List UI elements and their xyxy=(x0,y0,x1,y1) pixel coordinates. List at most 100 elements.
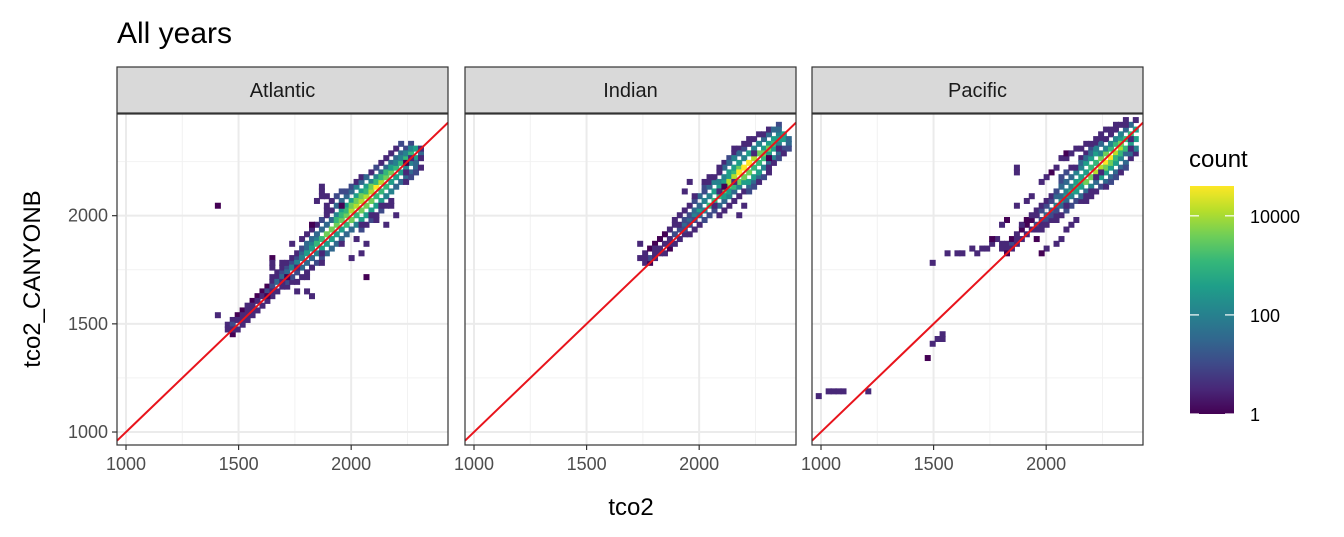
y-tick-label: 1000 xyxy=(68,422,108,442)
heatmap-bin xyxy=(1088,164,1095,171)
heatmap-bin xyxy=(1127,121,1134,128)
heatmap-bin xyxy=(333,193,340,200)
heatmap-bin xyxy=(775,155,782,162)
heatmap-bin xyxy=(338,202,345,209)
heatmap-bin xyxy=(756,178,763,185)
heatmap-bin xyxy=(348,188,355,195)
heatmap-bin xyxy=(1043,221,1050,228)
heatmap-bin xyxy=(348,255,355,262)
heatmap-bin xyxy=(785,136,792,143)
heatmap-bin xyxy=(403,169,410,176)
heatmap-bin xyxy=(756,150,763,157)
heatmap-bin xyxy=(1088,145,1095,152)
heatmap-bin xyxy=(770,155,777,162)
heatmap-bin xyxy=(756,131,763,138)
heatmap-bin xyxy=(1098,131,1105,138)
heatmap-bin xyxy=(1122,150,1129,157)
heatmap-bin xyxy=(751,174,758,181)
heatmap-bin xyxy=(388,150,395,157)
heatmap-bin xyxy=(214,202,221,209)
heatmap-bin xyxy=(229,316,236,323)
heatmap-bin xyxy=(378,207,385,214)
heatmap-bin xyxy=(731,169,738,176)
legend-title: count xyxy=(1189,146,1248,173)
heatmap-bin xyxy=(761,155,768,162)
heatmap-bin xyxy=(746,169,753,176)
heatmap-bin xyxy=(388,178,395,185)
heatmap-bin xyxy=(403,150,410,157)
heatmap-bin xyxy=(264,283,271,290)
heatmap-bin xyxy=(1078,145,1085,152)
chart-title: All years xyxy=(117,17,232,50)
heatmap-bin xyxy=(676,212,683,219)
heatmap-bin xyxy=(279,269,286,276)
heatmap-bin xyxy=(765,126,772,133)
heatmap-bin xyxy=(756,159,763,166)
heatmap-bin xyxy=(308,236,315,243)
heatmap-bin xyxy=(259,288,266,295)
x-tick-label: 1000 xyxy=(106,454,146,474)
heatmap-bin xyxy=(751,164,758,171)
heatmap-bin xyxy=(269,278,276,285)
heatmap-bin xyxy=(1098,164,1105,171)
heatmap-bin xyxy=(279,283,286,290)
heatmap-bin xyxy=(269,264,276,271)
heatmap-bin xyxy=(691,193,698,200)
heatmap-bin xyxy=(1108,178,1115,185)
heatmap-bin xyxy=(741,155,748,162)
heatmap-bin xyxy=(1028,193,1035,200)
heatmap-bin xyxy=(343,193,350,200)
heatmap-bin xyxy=(383,183,390,190)
heatmap-bin xyxy=(214,312,221,319)
heatmap-bin xyxy=(398,155,405,162)
heatmap-bin xyxy=(1078,159,1085,166)
heatmap-bin xyxy=(681,207,688,214)
heatmap-bin xyxy=(413,169,420,176)
heatmap-bin xyxy=(318,250,325,257)
heatmap-bin xyxy=(249,302,256,309)
heatmap-bin xyxy=(939,335,946,342)
heatmap-bin xyxy=(701,178,708,185)
heatmap-bin xyxy=(666,245,673,252)
heatmap-bin xyxy=(1003,240,1010,247)
heatmap-bin xyxy=(746,136,753,143)
heatmap-bin xyxy=(770,126,777,133)
heatmap-bin xyxy=(1117,136,1124,143)
heatmap-bin xyxy=(234,316,241,323)
heatmap-bin xyxy=(343,188,350,195)
heatmap-bin xyxy=(736,183,743,190)
heatmap-bin xyxy=(358,197,365,204)
heatmap-bin xyxy=(1053,164,1060,171)
heatmap-bin xyxy=(736,145,743,152)
heatmap-bin xyxy=(1023,221,1030,228)
heatmap-bin xyxy=(1063,202,1070,209)
heatmap-bin xyxy=(666,236,673,243)
legend-breaks: 10000 100 1 xyxy=(1190,207,1300,425)
heatmap-bin xyxy=(398,169,405,176)
heatmap-bin xyxy=(999,245,1006,252)
heatmap-bin xyxy=(751,178,758,185)
heatmap-bin xyxy=(318,236,325,243)
heatmap-bin xyxy=(417,164,424,171)
heatmap-bin xyxy=(736,178,743,185)
heatmap-bin xyxy=(741,164,748,171)
heatmap-bin xyxy=(383,169,390,176)
heatmap-bin xyxy=(1013,202,1020,209)
heatmap-bin xyxy=(343,202,350,209)
heatmap-bin xyxy=(736,164,743,171)
heatmap-bin xyxy=(661,240,668,247)
heatmap-bin xyxy=(681,188,688,195)
heatmap-bin xyxy=(716,164,723,171)
heatmap-bin xyxy=(1063,178,1070,185)
heatmap-bin xyxy=(741,145,748,152)
heatmap-bin xyxy=(1103,145,1110,152)
heatmap-bin xyxy=(1078,193,1085,200)
heatmap-bin xyxy=(299,274,306,281)
heatmap-bin xyxy=(308,226,315,233)
heatmap-bin xyxy=(765,155,772,162)
heatmap-bin xyxy=(741,178,748,185)
heatmap-bin xyxy=(741,140,748,147)
heatmap-bin xyxy=(363,274,370,281)
heatmap-bin xyxy=(1083,197,1090,204)
heatmap-bin xyxy=(642,259,649,266)
